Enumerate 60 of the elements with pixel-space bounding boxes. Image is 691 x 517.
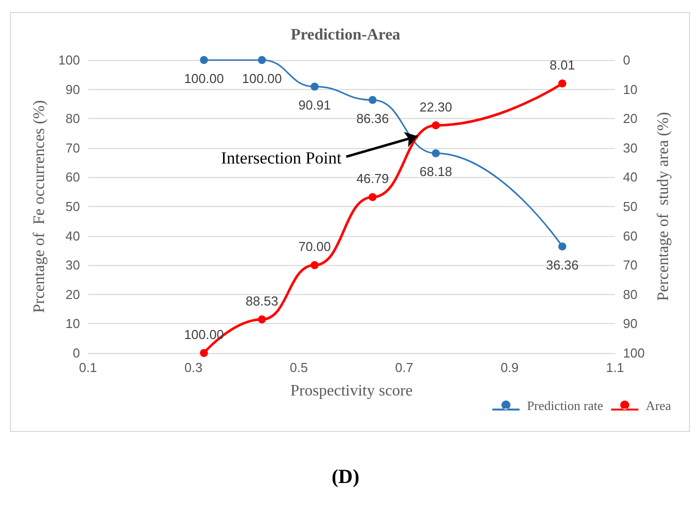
- x-tick-label: 0.5: [290, 360, 308, 375]
- x-tick-label: 0.3: [184, 360, 202, 375]
- data-label: 100.00: [242, 71, 282, 86]
- y-tick-label: 80: [66, 111, 80, 126]
- data-label: 100.00: [184, 71, 224, 86]
- legend-label: Prediction rate: [526, 398, 604, 413]
- y2-tick-label: 50: [623, 199, 638, 214]
- y2-tick-label: 100: [623, 346, 645, 360]
- point: [558, 242, 566, 250]
- data-label: 90.91: [298, 98, 331, 113]
- data-label: 46.79: [356, 171, 389, 186]
- y2-tick-label: 10: [623, 82, 638, 97]
- y-tick-label: 20: [66, 286, 80, 302]
- point: [310, 82, 319, 91]
- y-tick-label: 0: [72, 346, 80, 360]
- data-label: 88.53: [246, 293, 278, 308]
- data-label: 22.30: [420, 99, 452, 114]
- point: [258, 315, 266, 324]
- data-label: 70.00: [298, 239, 331, 254]
- y-tick-label: 10: [66, 316, 80, 332]
- y2-tick-label: 70: [623, 258, 638, 273]
- y2-tick-label: 0: [623, 52, 630, 68]
- y2-tick-label: 30: [623, 140, 638, 156]
- point: [200, 56, 208, 64]
- data-label: 68.18: [420, 164, 452, 180]
- y-tick-label: 50: [66, 199, 80, 214]
- data-label: 86.36: [356, 110, 389, 126]
- x-tick-label: 0.9: [500, 360, 519, 375]
- data-label: 36.36: [546, 257, 579, 272]
- y-tick-label: 70: [66, 140, 80, 156]
- data-label: 100.00: [184, 327, 224, 342]
- y-tick-label: 90: [66, 82, 80, 97]
- y-axis-title: Prcentage of Fe occurrences (%): [30, 100, 48, 313]
- point: [432, 149, 440, 158]
- y2-tick-label: 40: [623, 170, 638, 185]
- x-tick-label: 0.7: [395, 360, 414, 375]
- chart-title: Prediction-Area: [290, 26, 400, 44]
- data-label: 8.01: [550, 57, 575, 72]
- y-tick-label: 30: [66, 258, 80, 273]
- annotation: Intersection Point: [221, 148, 342, 168]
- point: [432, 121, 440, 130]
- y-tick-label: 60: [66, 170, 80, 185]
- point: [310, 261, 319, 270]
- y2-tick-label: 90: [623, 316, 638, 332]
- point: [200, 349, 208, 357]
- x-tick-label: 0.1: [78, 360, 98, 375]
- y2-tick-label: 80: [623, 286, 638, 302]
- y-tick-label: 100: [58, 52, 80, 68]
- x-tick-label: 1.1: [606, 360, 624, 375]
- x-axis-title: Prospectivity score: [290, 382, 413, 400]
- text: (D): [332, 466, 360, 488]
- point: [368, 96, 377, 104]
- legend-label: Area: [646, 398, 672, 413]
- point: [558, 79, 566, 88]
- y2-tick-label: 20: [623, 111, 638, 126]
- y-tick-label: 40: [66, 228, 80, 244]
- point: [258, 56, 266, 64]
- y2-tick-label: 60: [623, 228, 638, 244]
- y2-axis-title: Percentage of study area (%): [655, 112, 672, 301]
- point: [368, 193, 377, 202]
